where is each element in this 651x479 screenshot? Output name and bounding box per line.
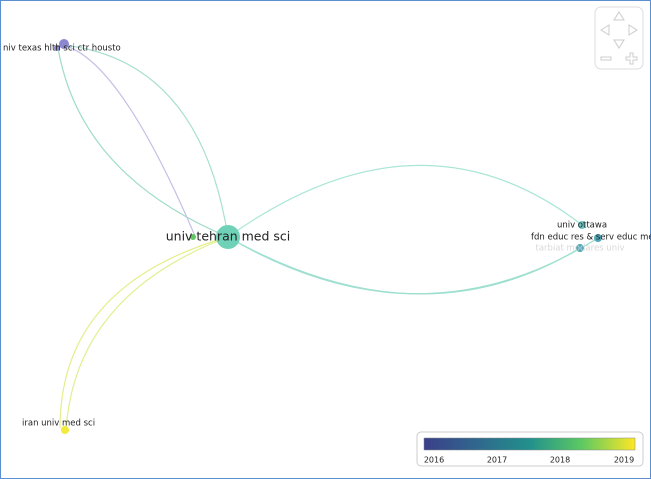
node[interactable]	[54, 45, 60, 51]
node[interactable]	[576, 244, 584, 252]
legend-tick: 2019	[614, 456, 634, 465]
node[interactable]	[216, 225, 240, 249]
node[interactable]	[59, 39, 69, 49]
edges	[57, 44, 599, 431]
edge	[65, 236, 229, 431]
color-scale	[423, 437, 636, 451]
node[interactable]	[594, 234, 602, 242]
node-label: fdn educ res & serv educ me	[531, 233, 651, 243]
zoom-in[interactable]	[625, 52, 638, 65]
nodes	[54, 39, 602, 434]
legend-tick: 2018	[550, 456, 570, 465]
edge	[62, 44, 229, 238]
pan-left[interactable]	[600, 24, 610, 36]
node[interactable]	[190, 234, 196, 240]
node-label: niv texas hlth sci ctr housto	[3, 44, 121, 54]
node-label: tarbiat modares univ	[536, 244, 625, 254]
legend-tick: 2017	[487, 456, 507, 465]
legend: 2016 2017 2018 2019	[416, 431, 644, 467]
legend-tick: 2016	[424, 456, 444, 465]
edge	[57, 47, 229, 238]
labels: univ tehran med sci niv texas hlth sci c…	[3, 44, 651, 429]
edge	[227, 164, 583, 238]
node-label: univ ottawa	[557, 221, 607, 231]
edge	[227, 236, 581, 295]
node-label: iran univ med sci	[22, 419, 95, 429]
pan-right[interactable]	[628, 24, 638, 36]
node[interactable]	[61, 426, 69, 434]
edge	[59, 236, 229, 429]
edge	[62, 44, 196, 237]
pan-up[interactable]	[613, 11, 625, 21]
zoom-controls	[594, 6, 644, 70]
pan-down[interactable]	[613, 39, 625, 49]
zoom-out[interactable]	[600, 56, 612, 61]
node[interactable]	[578, 221, 586, 229]
node-label: univ tehran med sci	[166, 229, 291, 244]
